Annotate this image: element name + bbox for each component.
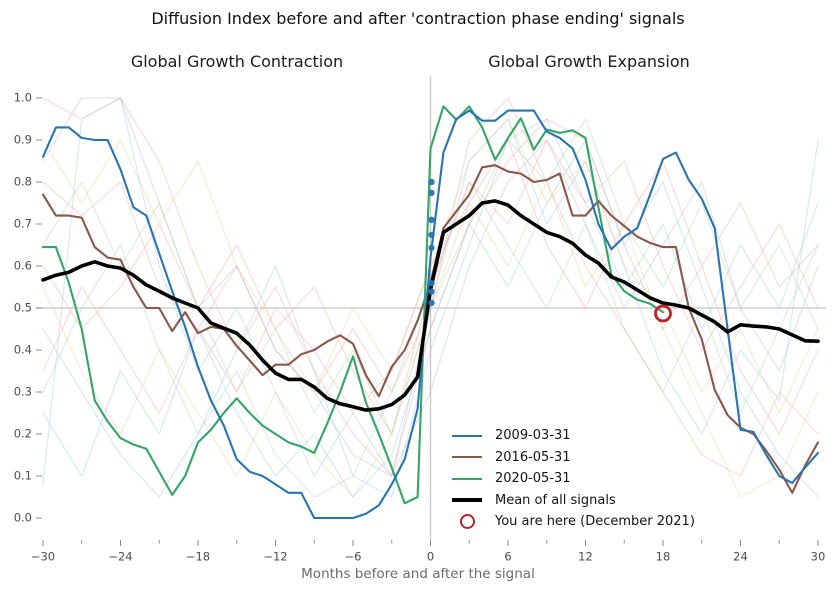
you-are-here-ring-icon [452, 514, 482, 530]
svg-text:6: 6 [504, 550, 511, 564]
panel-label-contraction: Global Growth Contraction [130, 52, 344, 71]
svg-text:0.6: 0.6 [14, 259, 32, 273]
svg-text:0.0: 0.0 [14, 511, 32, 525]
svg-text:0.2: 0.2 [14, 427, 32, 441]
svg-text:0.1: 0.1 [14, 469, 32, 483]
legend-swatch-green-line [452, 477, 482, 480]
svg-text:0.5: 0.5 [14, 301, 32, 315]
panel-label-expansion: Global Growth Expansion [488, 52, 690, 71]
legend-item-you-are-here: You are here (December 2021) [452, 511, 695, 533]
svg-text:−30: −30 [31, 550, 55, 564]
svg-text:24: 24 [733, 550, 748, 564]
legend-label: 2020-05-31 [495, 471, 571, 487]
legend-item-mean: Mean of all signals [452, 490, 695, 512]
legend-item-2009: 2009-03-31 [452, 425, 695, 447]
legend-label: You are here (December 2021) [495, 514, 695, 530]
chart-title: Diffusion Index before and after 'contra… [151, 9, 685, 28]
svg-text:−6: −6 [345, 550, 362, 564]
svg-text:0.7: 0.7 [14, 217, 32, 231]
legend-swatch-blue-line [452, 434, 482, 437]
svg-text:0.8: 0.8 [14, 175, 32, 189]
svg-text:−12: −12 [263, 550, 287, 564]
legend-label: Mean of all signals [495, 492, 616, 508]
legend-swatch-brown-line [452, 456, 482, 459]
legend: 2009-03-31 2016-05-31 2020-05-31 Mean of… [452, 425, 695, 533]
legend-label: 2009-03-31 [495, 428, 571, 444]
x-axis-title: Months before and after the signal [301, 566, 535, 582]
svg-text:1.0: 1.0 [14, 91, 32, 105]
legend-item-2020: 2020-05-31 [452, 468, 695, 490]
svg-text:−18: −18 [186, 550, 210, 564]
svg-text:0.3: 0.3 [14, 385, 32, 399]
svg-text:18: 18 [656, 550, 671, 564]
svg-text:12: 12 [578, 550, 593, 564]
legend-item-2016: 2016-05-31 [452, 447, 695, 469]
svg-text:0.4: 0.4 [14, 343, 32, 357]
svg-text:0: 0 [427, 550, 434, 564]
svg-text:−24: −24 [108, 550, 132, 564]
legend-label: 2016-05-31 [495, 449, 571, 465]
svg-text:0.9: 0.9 [14, 133, 32, 147]
legend-swatch-mean-line [452, 498, 482, 503]
svg-text:30: 30 [811, 550, 826, 564]
